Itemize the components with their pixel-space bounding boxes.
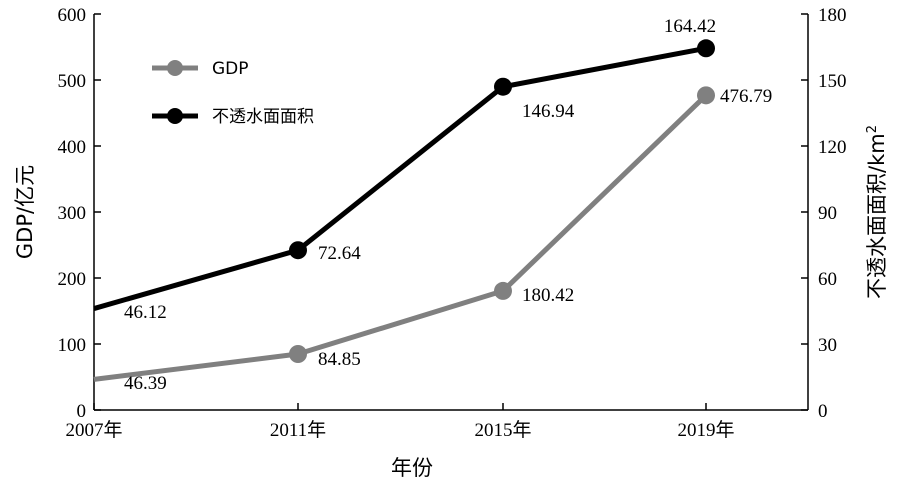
series-0-point [289, 344, 307, 363]
left-y-ticks: 0 100 200 300 400 500 600 [58, 5, 101, 422]
legend-gdp-marker [167, 60, 183, 76]
series-1-point [289, 241, 307, 260]
x-tick-label: 2011年 [270, 419, 326, 441]
right-axis-title: 不透水面面积/km2 [865, 125, 889, 299]
series-1-point [697, 39, 715, 58]
series-1-data-label: 46.12 [124, 302, 167, 323]
right-axis-title-main: 不透水面面积/km [865, 133, 889, 299]
legend-impervious-marker [167, 108, 183, 124]
series-line-1 [93, 45, 707, 311]
x-axis-title: 年份 [391, 456, 433, 480]
left-tick-label: 200 [58, 269, 87, 290]
legend-impervious-label: 不透水面面积 [212, 107, 314, 127]
right-tick-label: 150 [818, 71, 847, 92]
series-0-data-label: 84.85 [318, 349, 361, 370]
left-axis-title: GDP/亿元 [13, 165, 37, 259]
left-tick-label: 100 [58, 335, 87, 356]
series-0-data-label: 46.39 [124, 373, 167, 394]
series-1-data-label: 72.64 [318, 243, 361, 264]
series-line-0 [93, 93, 708, 382]
series-0-data-label: 476.79 [720, 86, 772, 107]
legend-gdp-label: GDP [212, 59, 249, 79]
right-axis-title-sup: 2 [865, 125, 880, 133]
series-1-point [494, 77, 512, 96]
x-tick-label: 2015年 [474, 419, 531, 441]
x-ticks: 2007年 2011年 2015年 2019年 [65, 403, 735, 441]
series-0-point [697, 86, 715, 105]
right-tick-label: 120 [818, 137, 847, 158]
right-tick-label: 180 [818, 5, 847, 26]
left-tick-label: 500 [58, 71, 87, 92]
series-1-data-label: 146.94 [522, 101, 575, 122]
right-tick-label: 0 [818, 401, 828, 422]
data-labels: 46.39 84.85 180.42 476.79 46.12 72.64 146.94 16… [124, 16, 772, 394]
x-tick-label: 2007年 [65, 419, 122, 441]
series-layer [93, 39, 715, 382]
series-0-data-label: 180.42 [522, 285, 574, 306]
left-tick-label: 400 [58, 137, 87, 158]
right-tick-label: 60 [818, 269, 837, 290]
left-tick-label: 0 [77, 401, 87, 422]
right-tick-label: 30 [818, 335, 837, 356]
x-tick-label: 2019年 [677, 419, 734, 441]
left-tick-label: 600 [58, 5, 87, 26]
right-y-ticks: 0 30 60 90 120 150 180 [801, 5, 847, 422]
series-1-data-label: 164.42 [664, 16, 716, 37]
legend: GDP 不透水面面积 [152, 59, 314, 127]
series-0-point [494, 281, 512, 300]
right-tick-label: 90 [818, 203, 837, 224]
left-tick-label: 300 [58, 203, 87, 224]
